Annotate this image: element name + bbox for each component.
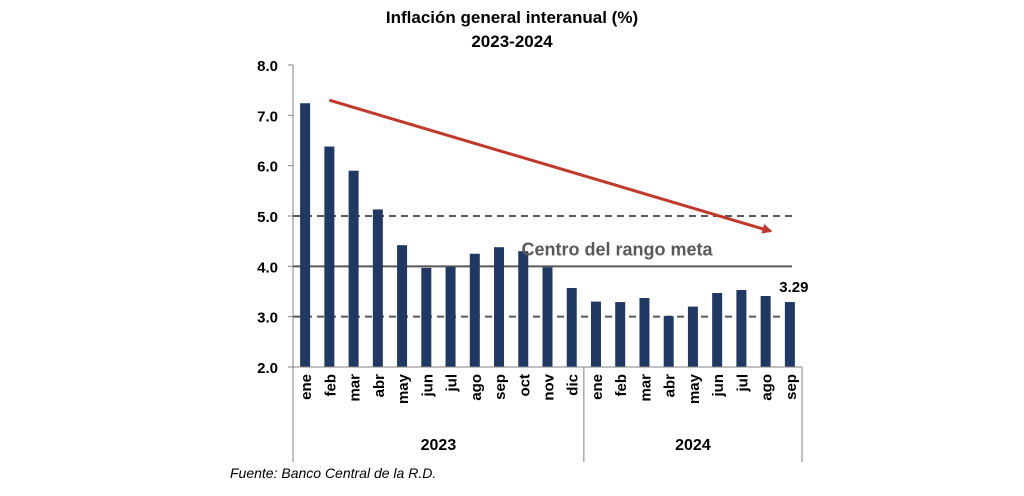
x-tick-label: oct (516, 374, 533, 397)
trend-arrow (328, 98, 773, 234)
bar (469, 253, 480, 367)
bar (445, 266, 456, 367)
year-group-label: 2024 (675, 437, 711, 454)
x-tick-label: jul (444, 374, 461, 393)
bar (421, 267, 432, 367)
x-tick-label: ene (298, 374, 315, 400)
x-tick-label: ago (468, 374, 485, 401)
y-tick-label: 2.0 (257, 360, 278, 377)
x-tick-label: jul (734, 374, 751, 393)
x-tick-label: dic (565, 374, 582, 396)
bar (397, 245, 408, 367)
bar (324, 146, 335, 367)
x-tick-label: abr (371, 374, 388, 398)
bar (712, 293, 723, 367)
bar (760, 296, 771, 367)
y-tick-label: 4.0 (257, 259, 278, 276)
x-tick-label: ago (759, 374, 776, 401)
data-label: 3.29 (779, 279, 808, 296)
y-tick-label: 3.0 (257, 310, 278, 327)
x-tick-label: sep (783, 374, 800, 400)
y-tick-label: 8.0 (257, 58, 278, 75)
bar (736, 289, 747, 367)
x-tick-label: abr (662, 374, 679, 398)
chart-subtitle: 2023-2024 (471, 32, 553, 51)
x-tick-label: may (395, 373, 412, 404)
bar (542, 267, 553, 367)
x-tick-label: feb (322, 374, 339, 397)
y-tick-label: 5.0 (257, 209, 278, 226)
x-tick-label: jun (419, 374, 436, 398)
bar (663, 316, 674, 367)
y-tick-label: 6.0 (257, 159, 278, 176)
bar (348, 170, 359, 367)
x-tick-label: mar (637, 374, 654, 402)
chart-title: Inflación general interanual (%) (386, 8, 638, 27)
x-tick-label: feb (613, 374, 630, 397)
bar (615, 302, 626, 367)
y-tick-label: 7.0 (257, 108, 278, 125)
source-note: Fuente: Banco Central de la R.D. (230, 465, 436, 481)
bar (372, 209, 383, 367)
bar (494, 247, 505, 367)
x-tick-label: mar (347, 374, 364, 402)
year-group-label: 2023 (421, 437, 457, 454)
bar (784, 302, 795, 367)
target-center-label: Centro del rango meta (521, 239, 713, 259)
x-tick-label: may (686, 373, 703, 404)
bar (518, 251, 529, 367)
bar (300, 103, 311, 368)
bar (687, 306, 698, 367)
bar (639, 298, 650, 367)
x-tick-label: nov (541, 373, 558, 400)
x-tick-label: jun (710, 374, 727, 398)
x-tick-label: ene (589, 374, 606, 400)
bar (590, 301, 601, 367)
x-tick-label: sep (492, 374, 509, 400)
bar (566, 287, 577, 367)
